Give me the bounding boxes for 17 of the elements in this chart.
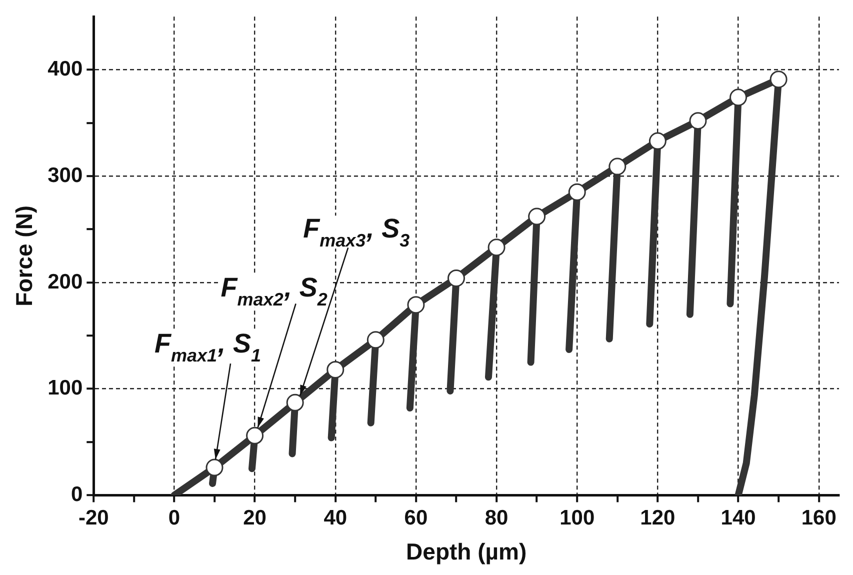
y-tick-label: 0 [70,482,83,506]
x-tick-label: 100 [560,506,595,530]
y-tick-label: 200 [48,270,83,294]
x-tick-label: -20 [78,506,109,530]
x-tick-label: 0 [168,506,180,530]
x-tick-label: 140 [720,506,756,530]
x-tick-label: 160 [801,506,836,530]
x-tick-label: 20 [243,506,266,530]
y-tick-label: 300 [48,164,83,187]
y-axis-title: Force (N) [11,205,38,306]
x-tick-label: 60 [404,506,428,530]
y-tick-label: 100 [48,376,83,400]
x-axis-title: Depth (µm) [406,538,527,565]
x-tick-label: 80 [484,506,508,530]
x-tick-label: 120 [640,506,676,530]
y-tick-label: 400 [48,58,83,81]
x-tick-label: 40 [324,506,348,530]
